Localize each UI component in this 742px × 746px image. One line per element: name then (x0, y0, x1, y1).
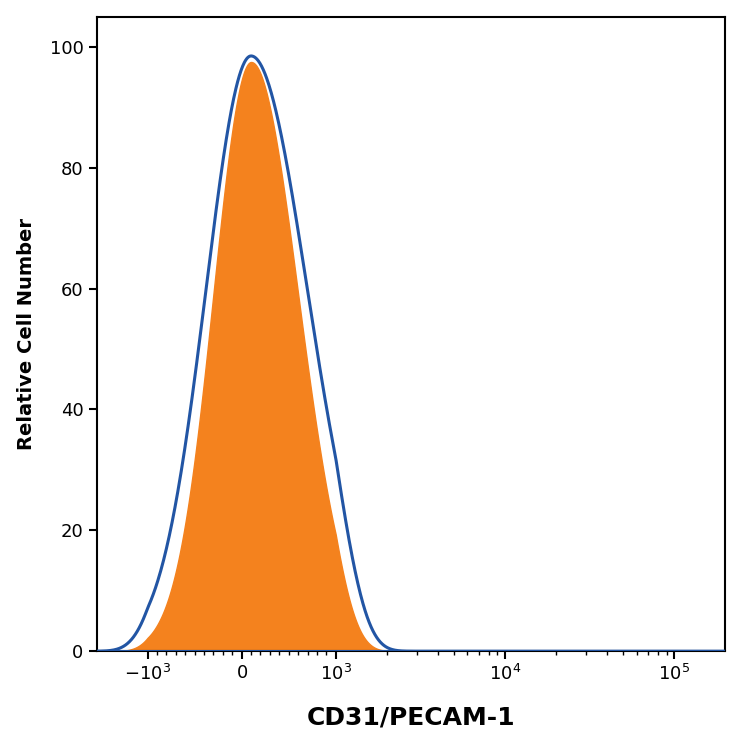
X-axis label: CD31/PECAM-1: CD31/PECAM-1 (306, 705, 515, 730)
Y-axis label: Relative Cell Number: Relative Cell Number (16, 218, 36, 450)
